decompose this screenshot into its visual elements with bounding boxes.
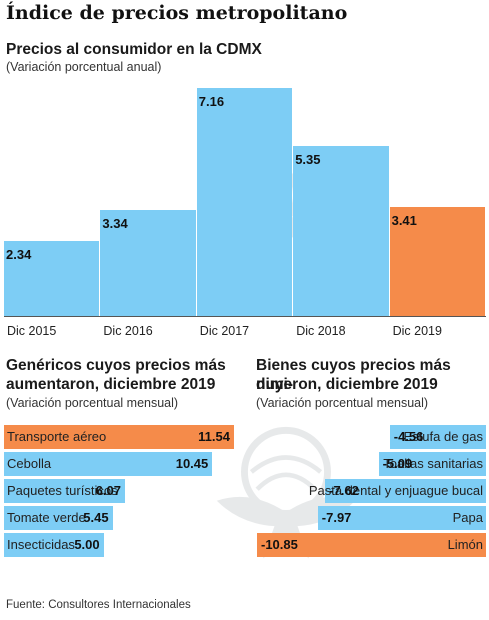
value-label: 5.45 [83,510,109,525]
hbar-increase [4,452,213,476]
category-label: Insecticidas [7,537,75,552]
hbar-decrease [378,452,486,476]
bar-dic-2018 [293,145,389,316]
hbar-decrease [257,533,486,557]
left-chart-note: (Variación porcentual mensual) [6,396,179,410]
category-label: Toallas sanitarias [383,456,483,471]
top-chart-subtitle: Precios al consumidor en la CDMX [6,41,262,58]
source-note: Fuente: Consultores Internacionales [6,599,191,611]
hbar-decrease [317,506,486,530]
bar-value-label: 3.34 [102,215,128,231]
category-label: Pasta dental y enjuague bucal [308,483,483,498]
category-label: Transporte aéreo [7,429,107,444]
x-tick-label: Dic 2016 [103,324,153,338]
x-tick-label: Dic 2015 [7,324,57,338]
hbar-increase [4,425,234,449]
bar-dic-2016 [100,209,196,316]
hbar-increase [4,533,104,557]
right-chart-note: (Variación porcentual mensual) [256,396,429,410]
x-tick-label: Dic 2017 [199,324,250,338]
category-label: Tomate verde [7,510,86,525]
value-label: -10.85 [261,537,298,552]
value-label: -5.09 [382,456,413,471]
hbar-increase [4,506,113,530]
value-label: 6.07 [95,483,121,498]
hbar-decrease [325,479,486,503]
hbar-increase [4,479,125,503]
left-chart-subtitle-1: Genéricos cuyos precios más [6,357,226,374]
x-tick-label: Dic 2018 [296,324,346,338]
x-tick-label: Dic 2019 [392,324,442,338]
hbar-decrease [389,425,486,449]
value-label: -7.97 [321,510,352,525]
x-axis-line [4,316,486,317]
category-label: Limón [447,537,483,552]
category-label: Papa [452,510,483,525]
bar-value-label: 3.41 [391,213,417,229]
right-chart-subtitle-1: Bienes cuyos precios más dimi- [256,357,451,393]
category-label: Cebolla [7,456,52,471]
value-label: 10.45 [175,456,209,471]
left-chart-subtitle-2: aumentaron, diciembre 2019 [6,376,216,393]
bar-value-label: 5.35 [295,151,321,167]
bar-value-label: 2.34 [6,247,32,263]
value-label: 11.54 [198,429,230,444]
category-label: Estufa de gas [403,429,484,444]
value-label: -7.62 [329,483,359,498]
category-label: Paquetes turísticos [7,483,118,498]
bar-value-label: 7.16 [198,94,225,109]
value-label: 5.00 [74,537,100,552]
value-label: -4.56 [393,429,424,444]
bar-dic-2017 [196,88,293,316]
page-title: Índice de precios metropolitano [6,2,348,24]
top-chart-note: (Variación porcentual anual) [6,60,162,74]
right-chart-subtitle-2: nuyeron, diciembre 2019 [256,376,438,393]
bar-dic-2019 [389,207,485,316]
bar-dic-2015 [4,241,100,316]
